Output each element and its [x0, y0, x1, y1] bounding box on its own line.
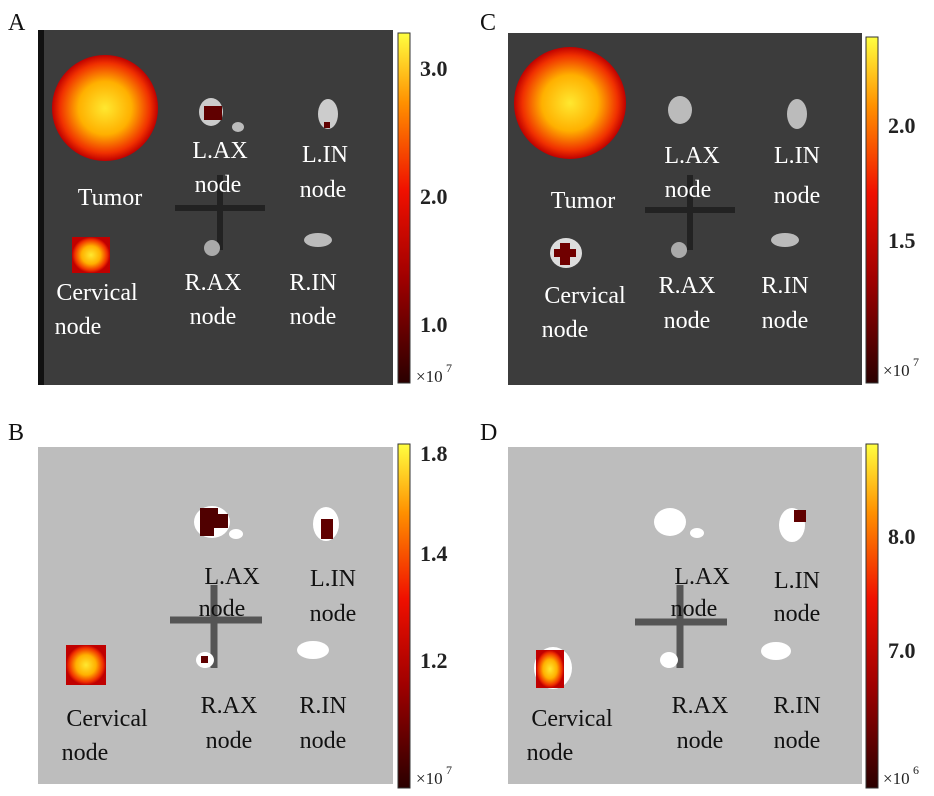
node [304, 233, 332, 247]
node-signal [794, 510, 806, 522]
organ-label: node [774, 601, 821, 627]
colorbar-tick: 2.0 [420, 184, 448, 209]
node-signal [321, 519, 333, 539]
colorbar-tick: 1.4 [420, 541, 448, 566]
node [660, 652, 678, 668]
organ-label: node [290, 304, 337, 330]
colorbar [866, 444, 878, 788]
colorbar-tick: 1.5 [888, 228, 916, 253]
organ-label: Cervical [531, 706, 613, 732]
organ-label: node [774, 728, 821, 754]
figure: A Tumor L.AX node L.IN node Cervical nod… [0, 0, 934, 796]
colorbar-exponent: 7 [913, 355, 919, 369]
organ-label: node [665, 177, 712, 203]
panel-letter: D [480, 420, 497, 446]
organ-label: node [527, 740, 574, 766]
organ-label: node [671, 596, 718, 622]
organ-label: node [62, 740, 109, 766]
organ-label: node [206, 728, 253, 754]
organ-label: R.IN [761, 273, 808, 299]
node [690, 528, 704, 538]
panel-letter: C [480, 10, 496, 36]
node-signal [201, 656, 208, 663]
colorbar-exponent: 7 [446, 763, 452, 777]
organ-label: L.IN [774, 568, 820, 594]
organ-label: Tumor [551, 188, 615, 214]
node [787, 99, 807, 129]
organ-label: Tumor [78, 185, 142, 211]
organ-label: node [677, 728, 724, 754]
node [761, 642, 791, 660]
organ-label: L.AX [664, 143, 719, 169]
organ-label: node [762, 308, 809, 334]
node [204, 240, 220, 256]
colorbar-tick: 1.8 [420, 441, 448, 466]
node-signal [204, 106, 222, 120]
organ-label: node [199, 596, 246, 622]
colorbar-exponent: 6 [913, 763, 919, 777]
organ-label: R.IN [299, 693, 346, 719]
colorbar-tick: 2.0 [888, 113, 916, 138]
node-signal [66, 645, 106, 685]
node [232, 122, 244, 132]
organ-label: L.AX [192, 138, 247, 164]
organ-label: R.AX [185, 270, 242, 296]
colorbar-scale: ×10 [883, 769, 910, 788]
organ-label: Cervical [56, 280, 138, 306]
organ-label: node [774, 183, 821, 209]
colorbar [398, 444, 410, 788]
organ-label: L.IN [774, 143, 820, 169]
organ-label: L.AX [674, 564, 729, 590]
colorbar-scale: ×10 [416, 367, 443, 386]
panel-letter: A [8, 10, 26, 36]
node-signal [536, 650, 564, 688]
colorbar-tick: 1.2 [420, 648, 448, 673]
node [229, 529, 243, 539]
organ-label: Cervical [66, 706, 148, 732]
colorbar-exponent: 7 [446, 361, 452, 375]
colorbar [398, 33, 410, 383]
node [771, 233, 799, 247]
organ-label: R.AX [201, 693, 258, 719]
organ-label: node [300, 728, 347, 754]
organ-label: R.IN [289, 270, 336, 296]
organ-label: node [195, 172, 242, 198]
tumor-signal [514, 47, 626, 159]
organ-label: node [310, 601, 357, 627]
colorbar [866, 37, 878, 383]
colorbar-tick: 1.0 [420, 312, 448, 337]
node [668, 96, 692, 124]
organ-label: node [300, 177, 347, 203]
organ-label: node [542, 317, 589, 343]
organ-label: R.IN [773, 693, 820, 719]
node [654, 508, 686, 536]
node [297, 641, 329, 659]
image-edge [38, 30, 44, 385]
colorbar-scale: ×10 [416, 769, 443, 788]
organ-label: R.AX [659, 273, 716, 299]
panel-letter: B [8, 420, 24, 446]
node-signal [324, 122, 330, 128]
colorbar-scale: ×10 [883, 361, 910, 380]
organ-label: node [55, 314, 102, 340]
colorbar-tick: 8.0 [888, 524, 916, 549]
colorbar-tick: 7.0 [888, 638, 916, 663]
tumor-signal [52, 55, 158, 161]
colorbar-tick: 3.0 [420, 56, 448, 81]
organ-label: L.IN [302, 142, 348, 168]
node [671, 242, 687, 258]
node-signal [72, 237, 110, 273]
organ-label: node [190, 304, 237, 330]
organ-label: Cervical [544, 283, 626, 309]
organ-label: L.IN [310, 566, 356, 592]
organ-label: R.AX [672, 693, 729, 719]
organ-label: node [664, 308, 711, 334]
organ-label: L.AX [204, 564, 259, 590]
